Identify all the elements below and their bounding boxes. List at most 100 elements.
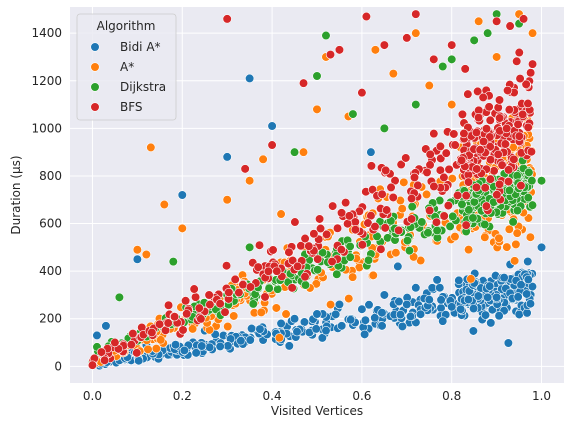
bfs-point xyxy=(441,148,451,158)
bfs-point xyxy=(518,109,528,120)
dijkstra-point xyxy=(345,241,355,252)
bidi-a-point xyxy=(503,338,513,348)
bfs-point xyxy=(304,241,314,251)
legend-label-a: A* xyxy=(120,60,134,74)
bfs-point xyxy=(194,303,204,313)
bfs-point xyxy=(484,102,494,112)
dijkstra-point xyxy=(438,61,448,72)
x-tick-label: 0.4 xyxy=(263,389,282,403)
bfs-point xyxy=(500,139,510,149)
y-tick-label: 800 xyxy=(39,169,62,183)
bfs-point xyxy=(328,201,338,211)
bfs-point xyxy=(461,191,471,201)
bidi-a-point xyxy=(267,121,277,131)
bfs-point xyxy=(461,220,471,230)
x-tick-label: 0.6 xyxy=(352,389,371,403)
a-point xyxy=(281,309,291,319)
bfs-point xyxy=(234,287,244,298)
legend-title: Algorithm xyxy=(97,19,156,33)
bfs-point xyxy=(495,113,505,123)
bfs-point xyxy=(485,155,496,165)
dijkstra-point xyxy=(407,202,417,212)
bidi-a-point xyxy=(134,356,144,366)
bfs-point xyxy=(492,190,502,200)
dijkstra-point xyxy=(445,221,455,231)
bfs-point xyxy=(357,88,367,98)
bfs-point xyxy=(521,79,531,89)
a-point xyxy=(527,28,538,38)
x-tick-label: 0.0 xyxy=(83,389,102,403)
bfs-point xyxy=(471,182,482,192)
bfs-point xyxy=(449,129,459,139)
bfs-point xyxy=(379,40,389,50)
bidi-a-point xyxy=(360,315,371,325)
legend-marker-bfs xyxy=(90,102,100,112)
bfs-point xyxy=(382,205,392,215)
bfs-point xyxy=(481,201,492,211)
bidi-a-point xyxy=(432,275,442,285)
a-point xyxy=(276,209,286,219)
bidi-a-point xyxy=(523,256,533,267)
bfs-point xyxy=(341,198,351,208)
a-point xyxy=(132,245,142,255)
a-point xyxy=(510,256,520,266)
a-point xyxy=(450,232,460,242)
bidi-a-point xyxy=(92,330,102,341)
bfs-point xyxy=(493,103,503,113)
bidi-a-point xyxy=(276,318,286,329)
bfs-point xyxy=(267,140,277,150)
bfs-point xyxy=(502,123,512,134)
bfs-point xyxy=(509,154,519,164)
bfs-point xyxy=(526,147,537,157)
bfs-point xyxy=(128,329,138,339)
a-point xyxy=(141,249,151,260)
a-point xyxy=(159,199,169,210)
bidi-a-point xyxy=(514,309,524,320)
bfs-point xyxy=(435,141,446,152)
bfs-point xyxy=(513,119,523,129)
bfs-point xyxy=(376,244,386,254)
bfs-point xyxy=(485,174,495,184)
dijkstra-point xyxy=(480,219,490,230)
bfs-point xyxy=(325,49,336,60)
bfs-point xyxy=(245,282,256,292)
a-point xyxy=(298,147,309,157)
bfs-point xyxy=(494,95,505,105)
a-point xyxy=(397,204,407,214)
bidi-a-point xyxy=(405,311,416,322)
bfs-point xyxy=(190,292,201,302)
bfs-point xyxy=(463,89,473,99)
bidi-a-point xyxy=(337,321,347,331)
bfs-point xyxy=(357,240,367,250)
bfs-point xyxy=(504,165,514,175)
dijkstra-point xyxy=(114,292,124,302)
y-tick-label: 1000 xyxy=(31,121,62,135)
dijkstra-point xyxy=(245,242,255,252)
a-point xyxy=(311,279,321,289)
bfs-point xyxy=(87,360,98,370)
bidi-a-point xyxy=(516,280,526,290)
x-tick-labels: 0.0 0.2 0.4 0.6 0.8 1.0 xyxy=(83,389,551,403)
bidi-a-point xyxy=(536,242,547,252)
dijkstra-point xyxy=(289,147,300,157)
bfs-point xyxy=(453,190,463,201)
bfs-point xyxy=(493,149,503,160)
bidi-a-point xyxy=(177,190,187,200)
bidi-a-point xyxy=(197,341,207,351)
bfs-point xyxy=(459,128,469,139)
bfs-point xyxy=(377,189,387,199)
bidi-a-point xyxy=(463,294,474,305)
bfs-point xyxy=(334,45,345,55)
bfs-point xyxy=(327,256,337,267)
a-point xyxy=(222,195,232,205)
dijkstra-point xyxy=(321,30,331,41)
bfs-point xyxy=(504,105,514,115)
bfs-point xyxy=(409,172,420,183)
bfs-point xyxy=(292,261,303,272)
a-point xyxy=(424,80,434,91)
bfs-point xyxy=(429,129,439,139)
bidi-a-point xyxy=(485,281,495,291)
bfs-point xyxy=(370,221,380,232)
bfs-point xyxy=(386,182,396,193)
dijkstra-point xyxy=(273,284,283,294)
